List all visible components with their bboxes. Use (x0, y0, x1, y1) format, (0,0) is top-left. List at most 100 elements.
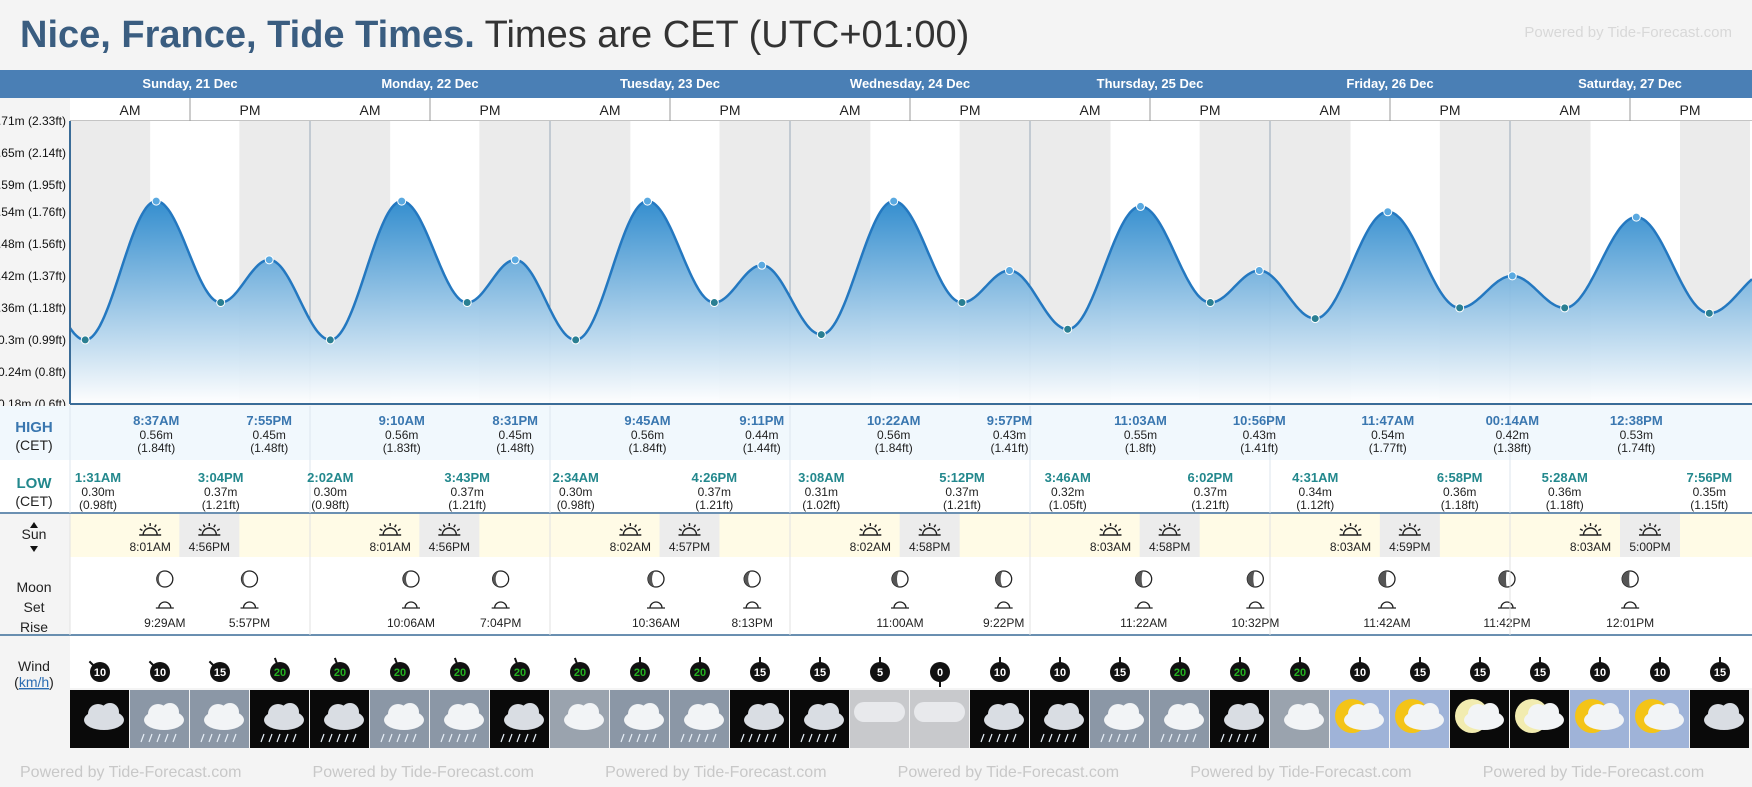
y-tick-label: 0.59m (1.95ft) (0, 178, 66, 192)
high-tide-height-ft: (1.41ft) (1240, 441, 1278, 455)
wind-speed-value: 10 (1354, 667, 1366, 679)
low-tide-point (216, 298, 226, 308)
low-label: LOW (17, 475, 53, 492)
low-tide-time: 3:43PM (444, 470, 490, 485)
sunset-icon (678, 523, 701, 536)
sunrise-time: 8:03AM (1330, 540, 1371, 554)
high-tide-point (510, 255, 520, 265)
am-label: AM (1320, 102, 1341, 118)
high-tide-time: 12:38PM (1610, 413, 1663, 428)
partly-sunny-weather-icon (1390, 690, 1449, 748)
sunrise-icon (1579, 523, 1602, 536)
rain-night-weather-icon (1030, 690, 1089, 748)
am-label: AM (840, 102, 861, 118)
low-tide-height: 0.34m (1299, 485, 1332, 499)
y-tick-label: 0.48m (1.56ft) (0, 237, 66, 251)
high-tide-height-ft: (1.48ft) (250, 441, 288, 455)
wind-indicator: 20 (1230, 657, 1250, 682)
ampm-header-bar (70, 98, 1752, 121)
wind-indicator: 10 (1650, 657, 1670, 682)
wind-circle-icon (1170, 662, 1190, 682)
high-tide-point (264, 255, 274, 265)
moonset-time: 10:32PM (1231, 616, 1279, 630)
pm-label: PM (1440, 102, 1461, 118)
cloudy-night-weather-icon (1690, 690, 1749, 748)
y-tick-label: 0.42m (1.37ft) (0, 269, 66, 283)
moonset-icon (491, 601, 510, 609)
moon-phase-icon (156, 570, 174, 588)
sunset-time: 4:56PM (189, 540, 230, 554)
high-tide-time: 10:22AM (867, 413, 920, 428)
high-tide-height: 0.45m (499, 428, 532, 442)
day-header-label: Monday, 22 Dec (381, 76, 478, 91)
low-tide-time: 5:28AM (1542, 470, 1588, 485)
moonset-time: 5:57PM (229, 616, 270, 630)
sunset-time: 4:59PM (1389, 540, 1430, 554)
am-label: AM (120, 102, 141, 118)
wind-label: Wind (18, 658, 50, 674)
low-tide-height: 0.37m (204, 485, 237, 499)
rain-night-weather-icon (790, 690, 849, 748)
light-rain-cloud-weather-icon (1090, 690, 1149, 748)
wind-indicator: 15 (1710, 657, 1730, 682)
wind-speed-value: 15 (1114, 667, 1126, 679)
wind-speed-value: 20 (694, 667, 706, 679)
low-tide-point (957, 298, 967, 308)
wind-indicator: 5 (870, 657, 890, 682)
wind-speed-value: 20 (334, 667, 346, 679)
low-tide-height: 0.30m (314, 485, 347, 499)
low-tide-point (816, 330, 826, 340)
wind-speed-value: 15 (1474, 667, 1486, 679)
high-tide-time: 10:56PM (1233, 413, 1286, 428)
low-tide-height: 0.37m (698, 485, 731, 499)
wind-circle-icon (390, 662, 410, 682)
pm-label: PM (960, 102, 981, 118)
sunrise-icon (1339, 523, 1362, 536)
low-tide-height-ft: (0.98ft) (79, 498, 117, 512)
moonset-time: 7:04PM (480, 616, 521, 630)
wind-indicator: 20 (270, 657, 290, 682)
moonset-icon (743, 601, 762, 609)
rain-night-weather-icon (1210, 690, 1269, 748)
wind-indicator: 10 (1350, 657, 1370, 682)
wind-circle-icon (690, 662, 710, 682)
partly-sunny-weather-icon (1630, 690, 1689, 748)
moon-phase-icon (1498, 570, 1516, 588)
wind-speed-value: 15 (1714, 667, 1726, 679)
wind-indicator: 20 (450, 657, 470, 682)
wind-speed-value: 20 (514, 667, 526, 679)
partly-sunny-weather-icon (1330, 690, 1389, 748)
high-tide-height: 0.44m (745, 428, 778, 442)
sunrise-icon (619, 523, 642, 536)
wind-indicator: 10 (1050, 657, 1070, 682)
moonset-time: 11:42PM (1483, 616, 1530, 630)
low-tide-time: 2:02AM (307, 470, 353, 485)
low-tide-time: 5:12PM (939, 470, 985, 485)
low-tide-height-ft: (1.18ft) (1441, 498, 1479, 512)
wind-speed-value: 20 (394, 667, 406, 679)
moonrise-icon (1621, 601, 1640, 609)
sunset-icon (1158, 523, 1181, 536)
low-tide-height-ft: (1.18ft) (1546, 498, 1584, 512)
high-tide-height: 0.53m (1620, 428, 1653, 442)
moonset-time: 8:13PM (731, 616, 772, 630)
high-tide-height: 0.42m (1496, 428, 1529, 442)
wind-indicator: 20 (1170, 657, 1190, 682)
high-label: HIGH (15, 419, 53, 436)
high-tide-height: 0.45m (253, 428, 286, 442)
low-tide-time: 6:02PM (1188, 470, 1234, 485)
high-tide-height: 0.55m (1124, 428, 1157, 442)
cloudy-night-weather-icon (70, 690, 129, 748)
sunset-time: 4:56PM (429, 540, 470, 554)
rain-night-weather-icon (730, 690, 789, 748)
moon-phase-icon (647, 570, 665, 588)
wind-unit-link[interactable]: km/h (19, 674, 49, 690)
moonrise-time: 12:01PM (1606, 616, 1654, 630)
am-label: AM (600, 102, 621, 118)
high-tide-time: 9:57PM (987, 413, 1033, 428)
am-label: AM (1080, 102, 1101, 118)
wind-speed-value: 20 (1234, 667, 1246, 679)
tide-plot-group (70, 196, 1752, 404)
y-tick-label: 0.36m (1.18ft) (0, 301, 66, 315)
low-tide-height-ft: (0.98ft) (557, 498, 595, 512)
